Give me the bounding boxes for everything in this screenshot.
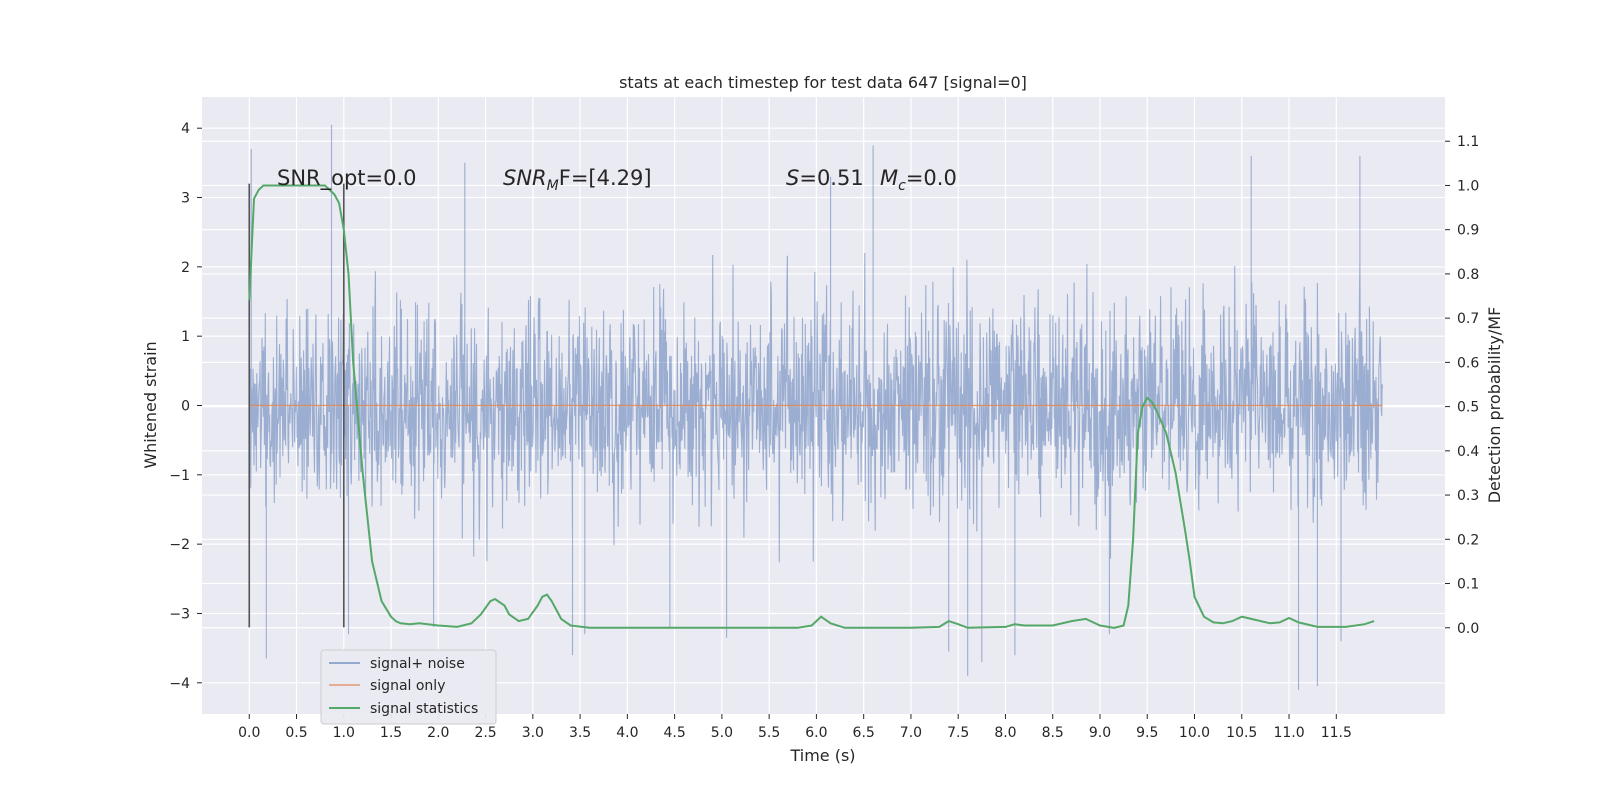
y-tick-label: 3 (181, 191, 190, 207)
x-tick-label: 6.0 (805, 725, 827, 741)
y-tick-label: −1 (169, 468, 190, 484)
x-tick-label: 4.0 (616, 725, 638, 741)
legend: signal+ noise signal only signal statist… (320, 649, 497, 725)
x-tick-label: 11.5 (1321, 725, 1352, 741)
y-tick-label: 1 (181, 329, 190, 345)
annotation-snr-mf: SNRMF=[4.29] (503, 166, 652, 194)
mc-value: =0.0 (906, 166, 957, 190)
x-tick-label: 6.5 (853, 725, 875, 741)
x-tick-label: 3.5 (569, 725, 591, 741)
x-tick-label: 2.0 (427, 725, 449, 741)
snr-mf-main: SNR (503, 166, 547, 190)
annotations: SNR_opt=0.0 SNRMF=[4.29] S=0.51 Mc=0.0 (277, 166, 957, 194)
x-tick-label: 2.5 (474, 725, 496, 741)
x-ticks: 0.0 0.5 1.0 1.5 2.0 2.5 3.0 3.5 4.0 4.5 5.0 5.5 6.0 6… (238, 714, 1352, 741)
y-tick-label: 4 (181, 121, 190, 137)
y-right-tick-label: 0.1 (1457, 577, 1479, 593)
x-tick-label: 10.5 (1226, 725, 1257, 741)
x-tick-label: 7.5 (947, 725, 969, 741)
x-tick-label: 7.0 (900, 725, 922, 741)
x-tick-label: 9.5 (1136, 725, 1158, 741)
snr-mf-sub: M (547, 178, 559, 194)
x-tick-label: 11.0 (1273, 725, 1304, 741)
x-tick-label: 3.0 (522, 725, 544, 741)
y-tick-label: 2 (181, 260, 190, 276)
y-tick-label: −4 (169, 676, 190, 692)
legend-label-stats: signal statistics (370, 701, 478, 717)
y-axis-label-left: Whitened strain (141, 341, 160, 468)
legend-label-signal: signal only (370, 678, 445, 694)
x-tick-label: 1.0 (333, 725, 355, 741)
annotation-s: S=0.51 (786, 166, 864, 190)
x-tick-label: 10.0 (1179, 725, 1210, 741)
vertical-markers (248, 183, 345, 628)
signal-statistics-line (248, 184, 1375, 629)
y-right-tick-label: 0.9 (1457, 223, 1479, 239)
mc-var: M (880, 166, 898, 190)
y-right-tick-label: 0.6 (1457, 355, 1479, 371)
s-value: =0.51 (799, 166, 863, 190)
y-tick-label: −2 (169, 537, 190, 553)
series-signal-statistics (248, 184, 1375, 629)
y-tick-label: −3 (169, 606, 190, 622)
y-right-tick-label: 1.0 (1457, 178, 1479, 194)
mc-sub: c (898, 178, 906, 194)
annotation-mc: Mc=0.0 (880, 166, 957, 194)
x-tick-label: 0.0 (238, 725, 260, 741)
x-tick-label: 4.5 (663, 725, 685, 741)
x-tick-label: 0.5 (285, 725, 307, 741)
x-tick-label: 8.0 (994, 725, 1016, 741)
x-tick-label: 5.5 (758, 725, 780, 741)
y-ticks-right: 0.0 0.1 0.2 0.3 0.4 0.5 0.6 0.7 0.8 0.9 1.0 1.1 (1445, 134, 1479, 637)
signal-noise-line (248, 124, 1384, 690)
y-right-tick-label: 0.5 (1457, 400, 1479, 416)
series-signal-noise (248, 124, 1384, 690)
legend-box (320, 649, 497, 725)
y-right-tick-label: 0.4 (1457, 444, 1479, 460)
y-axis-label-right: Detection probability/MF (1485, 307, 1504, 504)
y-right-tick-label: 0.3 (1457, 488, 1479, 504)
chart-title: stats at each timestep for test data 647… (619, 73, 1027, 92)
x-tick-label: 1.5 (380, 725, 402, 741)
snr-mf-rest: F=[4.29] (559, 166, 652, 190)
x-tick-label: 8.5 (1042, 725, 1064, 741)
legend-label-noise: signal+ noise (370, 656, 465, 672)
y-right-tick-label: 0.0 (1457, 621, 1479, 637)
x-tick-label: 5.0 (711, 725, 733, 741)
y-ticks-left: −4 −3 −2 −1 0 1 2 3 4 (169, 121, 202, 692)
y-right-tick-label: 0.7 (1457, 311, 1479, 327)
annotation-snr-opt: SNR_opt=0.0 (277, 166, 417, 191)
y-right-tick-label: 0.2 (1457, 532, 1479, 548)
y-right-tick-label: 1.1 (1457, 134, 1479, 150)
x-axis-label: Time (s) (789, 746, 855, 765)
x-tick-label: 9.0 (1089, 725, 1111, 741)
s-var: S (786, 166, 799, 190)
y-right-tick-label: 0.8 (1457, 267, 1479, 283)
y-tick-label: 0 (181, 399, 190, 415)
